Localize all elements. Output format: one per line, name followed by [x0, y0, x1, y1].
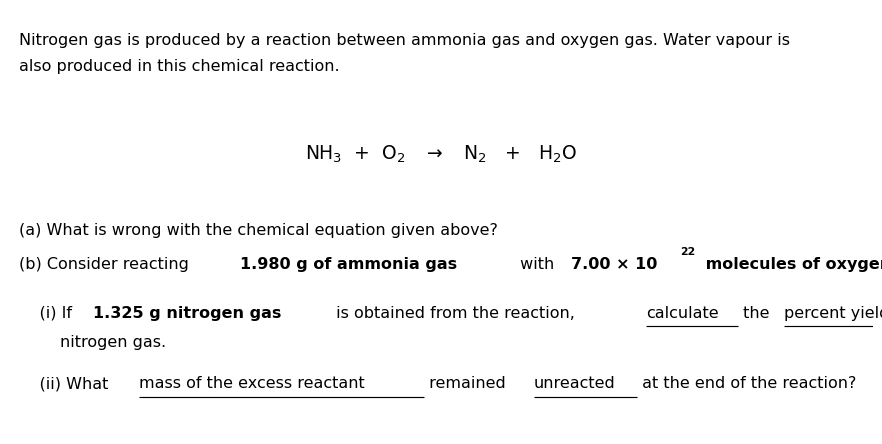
Text: the: the	[737, 306, 774, 321]
Text: remained: remained	[424, 377, 511, 391]
Text: is obtained from the reaction,: is obtained from the reaction,	[331, 306, 579, 321]
Text: molecules of oxygen gas: molecules of oxygen gas	[699, 257, 882, 272]
Text: percent yield: percent yield	[784, 306, 882, 321]
Text: also produced in this chemical reaction.: also produced in this chemical reaction.	[19, 59, 340, 74]
Text: calculate: calculate	[646, 306, 718, 321]
Text: 7.00 × 10: 7.00 × 10	[572, 257, 657, 272]
Text: 1.980 g of ammonia gas: 1.980 g of ammonia gas	[241, 257, 458, 272]
Text: (b) Consider reacting: (b) Consider reacting	[19, 257, 194, 272]
Text: mass of the excess reactant: mass of the excess reactant	[138, 377, 364, 391]
Text: with: with	[515, 257, 559, 272]
Text: at the end of the reaction?: at the end of the reaction?	[638, 377, 856, 391]
Text: unreacted: unreacted	[534, 377, 616, 391]
Text: 22: 22	[680, 246, 696, 257]
Text: NH$_3$  +  O$_2$   $\rightarrow$   N$_2$   +   H$_2$O: NH$_3$ + O$_2$ $\rightarrow$ N$_2$ + H$_…	[305, 144, 577, 165]
Text: Nitrogen gas is produced by a reaction between ammonia gas and oxygen gas. Water: Nitrogen gas is produced by a reaction b…	[19, 33, 790, 48]
Text: nitrogen gas.: nitrogen gas.	[19, 336, 167, 350]
Text: (i) If: (i) If	[19, 306, 78, 321]
Text: (a) What is wrong with the chemical equation given above?: (a) What is wrong with the chemical equa…	[19, 223, 498, 238]
Text: 1.325 g nitrogen gas: 1.325 g nitrogen gas	[93, 306, 281, 321]
Text: (ii) What: (ii) What	[19, 377, 114, 391]
